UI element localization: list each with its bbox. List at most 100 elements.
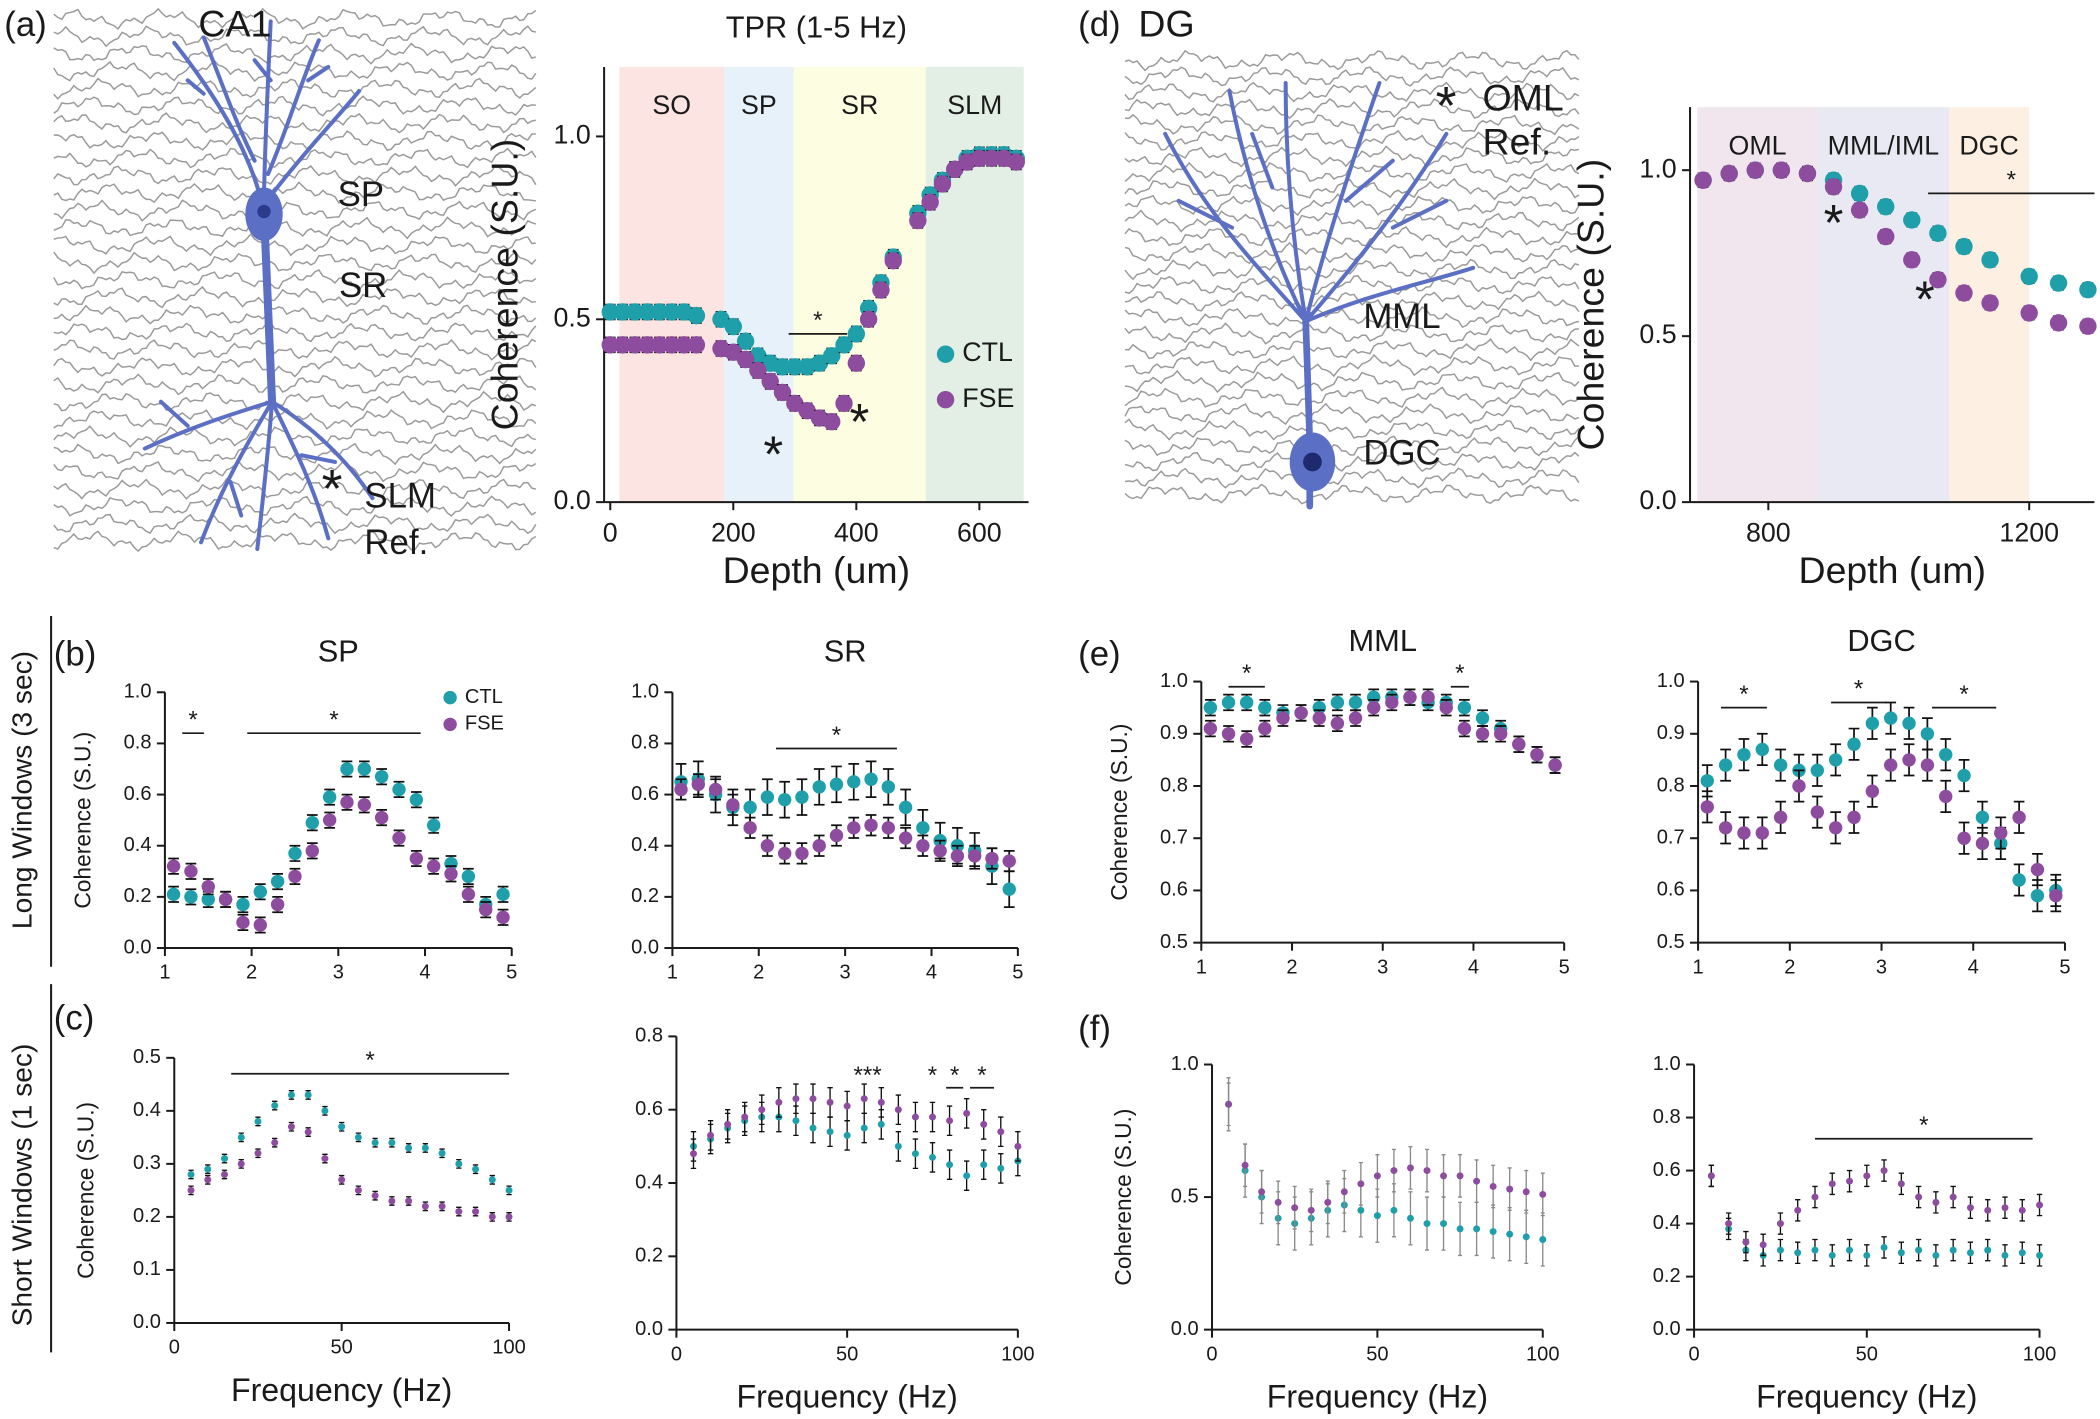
- x-tick-label: 600: [957, 517, 1002, 547]
- data-point: [204, 1165, 212, 1173]
- data-point: [758, 1106, 766, 1114]
- trace: [1124, 369, 1580, 394]
- data-point: [1865, 716, 1880, 731]
- data-point: [687, 336, 706, 354]
- x-tick-label: 1200: [1999, 517, 2059, 547]
- data-point: [1877, 197, 1895, 216]
- x-tick-label: 100: [1001, 1343, 1034, 1365]
- data-point: [1694, 171, 1712, 189]
- data-point: [322, 790, 337, 804]
- data-point: [1737, 747, 1751, 762]
- trace: [53, 251, 537, 275]
- x-tick-label: 5: [2059, 956, 2070, 978]
- data-point: [1294, 706, 1308, 720]
- data-point: [1440, 1220, 1448, 1228]
- data-point: [1725, 1220, 1733, 1228]
- x-tick-label: 0: [1688, 1343, 1699, 1365]
- data-point: [911, 1113, 919, 1121]
- data-point: [426, 818, 441, 832]
- data-point: [1903, 211, 1921, 229]
- data-point: [354, 1186, 362, 1194]
- x-tick-label: 800: [1746, 517, 1791, 547]
- x-tick-label: 400: [834, 517, 879, 547]
- trace: [1124, 49, 1580, 72]
- data-point: [1423, 1220, 1431, 1228]
- data-point: [1811, 1246, 1819, 1254]
- data-point: [601, 303, 619, 321]
- region-label: MML/IML: [1828, 130, 1940, 160]
- legend-label: CTL: [962, 337, 1013, 367]
- data-point: [505, 1213, 513, 1221]
- significance-label: *: [1455, 660, 1464, 687]
- illustration-label: SLM: [364, 476, 436, 515]
- data-point: [1506, 1230, 1514, 1238]
- y-tick-label: 0.5: [1639, 319, 1676, 349]
- y-axis-title: Coherence (S.U.): [70, 732, 96, 909]
- data-point: [898, 831, 913, 845]
- data-point: [1846, 1246, 1854, 1254]
- illustration-label: SP: [338, 175, 384, 214]
- region-label: DGC: [1959, 130, 2018, 160]
- region-label: OML: [1729, 130, 1787, 160]
- data-point: [184, 890, 198, 904]
- data-point: [1975, 836, 1990, 851]
- data-point: [1512, 737, 1526, 751]
- y-axis-title: Coherence (S.U.): [1110, 1109, 1136, 1286]
- data-point: [2018, 1206, 2026, 1214]
- data-point: [708, 782, 723, 797]
- data-point: [743, 821, 757, 835]
- y-tick-label: 0.0: [124, 936, 152, 958]
- significance-label: *: [188, 706, 197, 733]
- x-tick-label: 0: [169, 1337, 180, 1359]
- trace: [1124, 402, 1580, 426]
- data-point: [2049, 274, 2068, 292]
- y-axis-title: Coherence (S.U.): [1106, 724, 1132, 901]
- data-point: [1810, 805, 1825, 819]
- trace: [53, 425, 537, 448]
- data-point: [1241, 1161, 1249, 1169]
- data-point: [950, 849, 965, 863]
- data-point: [921, 193, 939, 211]
- data-point: [1456, 1172, 1464, 1180]
- y-tick-label: 0.0: [1653, 1318, 1681, 1340]
- chart-title: SP: [318, 634, 359, 669]
- data-point: [1348, 695, 1363, 710]
- significance-label: *: [2007, 167, 2016, 194]
- data-point: [970, 149, 989, 168]
- y-tick-label: 0.1: [133, 1258, 161, 1280]
- data-point: [898, 800, 913, 815]
- data-point: [1737, 826, 1751, 840]
- data-point: [773, 358, 792, 376]
- annotation: *: [763, 426, 783, 483]
- data-point: [823, 412, 841, 431]
- data-point: [1897, 1180, 1905, 1188]
- data-point: [392, 831, 406, 845]
- data-point: [2020, 267, 2038, 286]
- data-point: [929, 1153, 936, 1161]
- trace: [53, 112, 536, 134]
- data-point: [795, 846, 809, 861]
- data-point: [1330, 716, 1345, 731]
- x-tick-label: 4: [926, 962, 937, 984]
- data-point: [829, 777, 844, 792]
- x-tick-label: 2: [246, 962, 257, 984]
- data-point: [1794, 1206, 1802, 1214]
- data-point: [1828, 753, 1843, 767]
- panel-label: (e): [1078, 634, 1121, 673]
- data-point: [1357, 1180, 1365, 1188]
- data-point: [371, 1192, 379, 1200]
- x-tick-label: 4: [1468, 956, 1479, 978]
- data-point: [933, 844, 947, 858]
- data-point: [1720, 164, 1738, 183]
- data-point: [997, 1164, 1005, 1172]
- data-point: [1473, 1225, 1481, 1233]
- data-point: [1390, 1167, 1398, 1175]
- data-point: [877, 1120, 885, 1128]
- y-tick-label: 0.6: [1657, 879, 1685, 901]
- trace: [53, 7, 537, 30]
- data-point: [1792, 779, 1806, 793]
- y-tick-label: 0.2: [1653, 1265, 1681, 1287]
- y-tick-label: 0.6: [1160, 879, 1188, 901]
- data-point: [1340, 1188, 1348, 1196]
- y-tick-label: 1.0: [553, 120, 590, 150]
